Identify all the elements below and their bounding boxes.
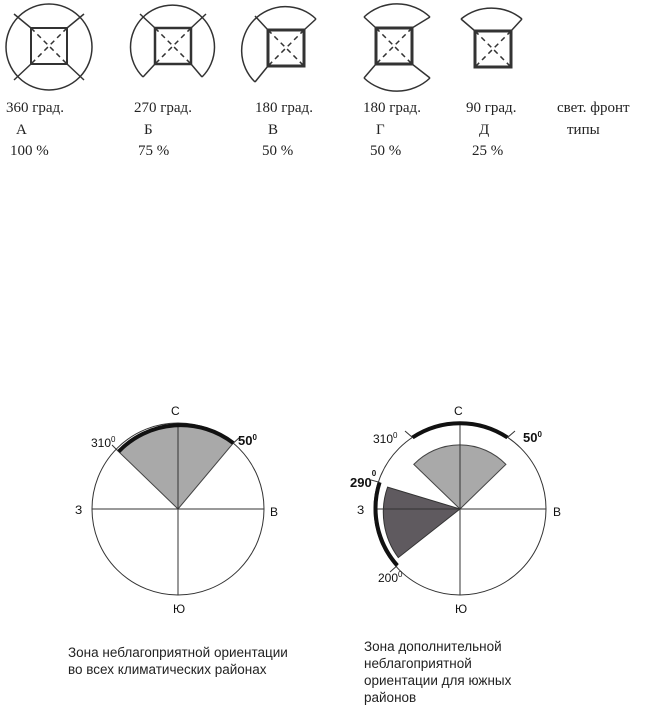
angle-50-left: 500 (238, 433, 257, 448)
south-additional-sector-right (382, 486, 462, 559)
type-a-degrees: 360 град. (6, 100, 64, 116)
compass-diagram-right (370, 421, 547, 596)
type-icon-d (460, 7, 523, 69)
type-d-letter: Д (479, 122, 489, 138)
row-label-light-front: свет. фронт (557, 100, 630, 116)
type-v-percent: 50 % (262, 143, 293, 159)
angle-200-right: 2000 (378, 570, 403, 585)
compass-right-west: З (357, 503, 364, 517)
type-icon-a (5, 3, 93, 91)
angle-50-right: 500 (523, 430, 542, 445)
angle-290-right: 2900 (350, 469, 377, 490)
type-d-percent: 25 % (472, 143, 503, 159)
type-v-letter: В (268, 122, 278, 138)
type-g-degrees: 180 град. (363, 100, 421, 116)
type-g-percent: 50 % (370, 143, 401, 159)
angle-310-right: 3100 (373, 431, 398, 446)
type-d-degrees: 90 град. (466, 100, 516, 116)
type-icon-v (240, 5, 317, 83)
angle-310-left: 3100 (91, 435, 116, 450)
type-b-letter: Б (144, 122, 153, 138)
type-b-percent: 75 % (138, 143, 169, 159)
type-a-percent: 100 % (10, 143, 49, 159)
type-v-degrees: 180 град. (255, 100, 313, 116)
type-icon-g (363, 3, 431, 92)
compass-left-east: В (270, 505, 278, 519)
caption-right: Зона дополнительной неблагоприятной орие… (364, 639, 512, 705)
type-g-letter: Г (376, 122, 385, 138)
compass-right-east: В (553, 505, 561, 519)
compass-diagram-left (91, 422, 265, 596)
compass-left-south: Ю (173, 602, 185, 616)
type-b-degrees: 270 град. (134, 100, 192, 116)
compass-right-south: Ю (455, 602, 467, 616)
compass-left-west: З (75, 503, 82, 517)
type-icon-b (129, 4, 216, 78)
type-a-letter: А (16, 122, 27, 138)
unfavorable-arc-left (117, 423, 235, 453)
caption-left: Зона неблагоприятной ориентации во всех … (68, 645, 288, 677)
compass-right-north: С (454, 404, 463, 418)
compass-left-north: С (171, 404, 180, 418)
unfavorable-arc-right (411, 421, 509, 440)
row-label-types: типы (567, 122, 600, 138)
south-additional-arc-right (373, 481, 399, 567)
